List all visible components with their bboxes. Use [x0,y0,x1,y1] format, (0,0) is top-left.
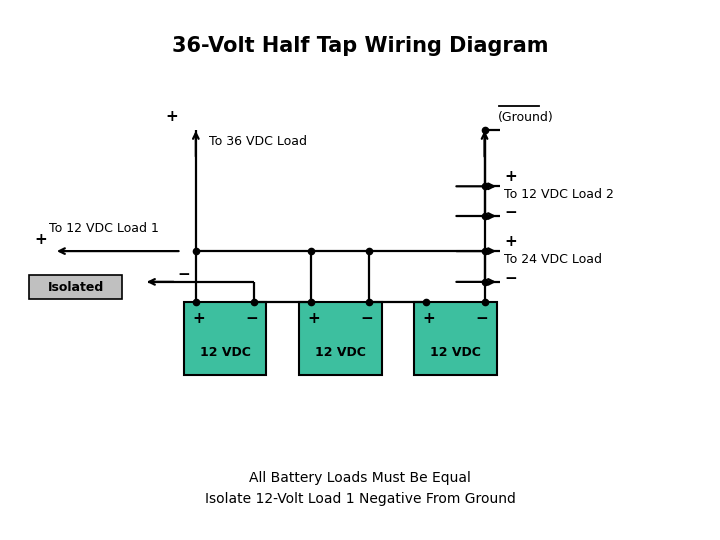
Text: +: + [423,311,436,326]
Text: +: + [165,109,178,124]
Bar [29,275,122,299]
Text: −: − [245,311,258,326]
Text: +: + [504,234,517,249]
Text: +: + [34,232,47,247]
Bar [184,302,266,375]
Text: +: + [307,311,320,326]
Text: To 24 VDC Load: To 24 VDC Load [504,253,602,266]
Bar [414,302,497,375]
Text: To 12 VDC Load 1: To 12 VDC Load 1 [49,222,159,235]
Text: (Ground): (Ground) [498,111,553,124]
Text: −: − [178,267,191,282]
Text: −: − [504,271,517,286]
Text: To 36 VDC Load: To 36 VDC Load [209,135,307,148]
Text: 12 VDC: 12 VDC [315,346,366,359]
Text: +: + [504,169,517,184]
Text: +: + [192,311,205,326]
Bar [299,302,382,375]
Text: 12 VDC: 12 VDC [430,346,481,359]
Text: To 12 VDC Load 2: To 12 VDC Load 2 [504,188,614,201]
Text: Isolated: Isolated [48,280,104,294]
Text: −: − [504,205,517,220]
Text: 12 VDC: 12 VDC [199,346,251,359]
Text: Isolate 12-Volt Load 1 Negative From Ground: Isolate 12-Volt Load 1 Negative From Gro… [204,492,516,507]
Text: All Battery Loads Must Be Equal: All Battery Loads Must Be Equal [249,471,471,485]
Text: −: − [475,311,488,326]
Text: 36-Volt Half Tap Wiring Diagram: 36-Volt Half Tap Wiring Diagram [172,36,548,56]
Text: −: − [360,311,373,326]
